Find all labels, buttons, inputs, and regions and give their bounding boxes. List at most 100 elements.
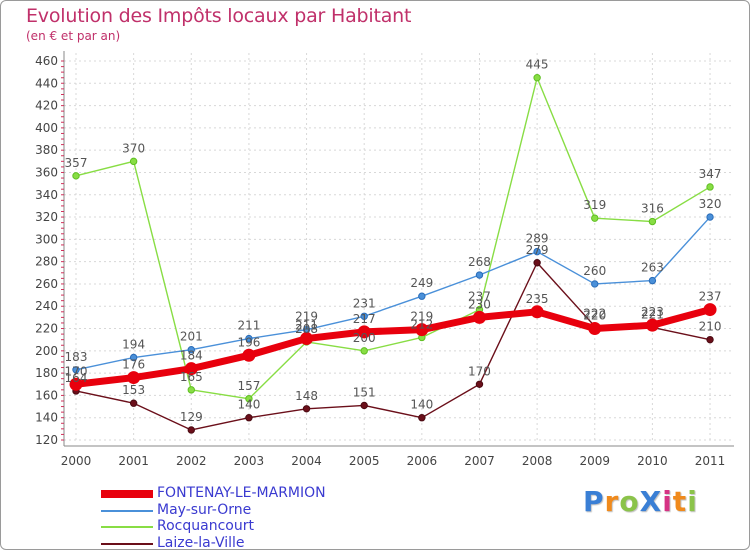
data-label: 194 xyxy=(122,338,145,352)
data-label: 212 xyxy=(410,317,433,331)
series-line-Laize-la-Ville xyxy=(75,262,711,431)
y-tick-label: 300 xyxy=(35,232,58,246)
x-tick-label: 2010 xyxy=(637,454,668,468)
data-label: 445 xyxy=(526,58,549,72)
y-tick-label: 440 xyxy=(35,76,58,90)
data-point xyxy=(475,380,484,388)
data-point xyxy=(472,310,486,324)
logo-letter: o xyxy=(619,485,640,518)
data-point xyxy=(648,217,657,226)
data-label: 230 xyxy=(468,297,491,311)
y-tick-label: 320 xyxy=(35,210,58,224)
data-label: 211 xyxy=(295,319,318,333)
data-point xyxy=(418,414,426,422)
data-label: 157 xyxy=(237,379,260,393)
data-point xyxy=(72,172,80,180)
data-point xyxy=(245,414,253,422)
data-label: 164 xyxy=(65,371,88,385)
data-label: 237 xyxy=(468,290,491,304)
data-point xyxy=(242,348,256,362)
legend-swatch xyxy=(101,509,153,512)
data-point xyxy=(415,323,429,337)
y-tick-label: 120 xyxy=(35,433,58,447)
data-label: 201 xyxy=(180,330,203,344)
data-point xyxy=(127,371,141,385)
series-line-May-sur-Orne xyxy=(75,216,711,371)
data-point xyxy=(187,386,195,394)
data-point xyxy=(418,292,426,300)
y-tick-label: 360 xyxy=(35,165,58,179)
data-label: 319 xyxy=(583,198,606,212)
y-tick-label: 280 xyxy=(35,255,58,269)
data-point xyxy=(591,214,599,222)
y-tick-label: 180 xyxy=(35,366,58,380)
data-label: 208 xyxy=(295,322,318,336)
data-label: 268 xyxy=(468,255,491,269)
x-tick-label: 2001 xyxy=(118,454,149,468)
legend-swatch xyxy=(101,542,153,545)
data-point xyxy=(703,303,717,317)
data-point xyxy=(645,318,659,332)
data-label: 222 xyxy=(583,306,606,320)
data-label: 289 xyxy=(526,232,549,246)
x-tick-label: 2007 xyxy=(464,454,495,468)
data-label: 223 xyxy=(641,305,664,319)
data-point xyxy=(245,334,253,343)
data-point xyxy=(530,305,544,319)
data-label: 220 xyxy=(583,309,606,323)
data-point xyxy=(475,271,484,279)
data-point xyxy=(533,259,541,267)
data-label: 263 xyxy=(641,261,664,275)
y-tick-label: 460 xyxy=(35,54,58,68)
data-label: 211 xyxy=(237,319,260,333)
data-label: 196 xyxy=(237,335,260,349)
y-tick-label: 420 xyxy=(35,99,58,113)
data-label: 347 xyxy=(699,167,722,181)
data-label: 260 xyxy=(583,264,606,278)
data-point xyxy=(302,405,311,413)
data-label: 153 xyxy=(122,383,145,397)
logo-letter: i xyxy=(662,485,673,518)
data-point xyxy=(357,325,371,339)
data-label: 170 xyxy=(468,364,491,378)
data-point xyxy=(360,347,368,355)
data-point xyxy=(533,247,541,256)
data-label: 183 xyxy=(65,350,88,364)
data-label: 249 xyxy=(410,276,433,290)
data-label: 320 xyxy=(699,197,722,211)
y-tick-label: 220 xyxy=(35,322,58,336)
legend-label: Laize-la-Ville xyxy=(157,534,245,550)
data-label: 237 xyxy=(699,290,722,304)
data-label: 217 xyxy=(353,312,376,326)
y-tick-label: 140 xyxy=(35,411,58,425)
data-point xyxy=(72,366,80,374)
x-tick-label: 2002 xyxy=(176,454,207,468)
data-point xyxy=(184,362,198,376)
data-label: 221 xyxy=(641,307,664,321)
data-point xyxy=(360,401,368,410)
data-label: 231 xyxy=(353,296,376,310)
data-label: 370 xyxy=(122,141,145,155)
data-label: 148 xyxy=(295,389,318,403)
data-label: 129 xyxy=(180,410,203,424)
data-point xyxy=(69,377,83,391)
data-point xyxy=(533,74,541,82)
x-tick-label: 2008 xyxy=(522,454,553,468)
data-label: 140 xyxy=(410,398,433,412)
y-tick-label: 380 xyxy=(35,143,58,157)
legend-label: May-sur-Orne xyxy=(157,501,252,518)
data-point xyxy=(591,280,599,288)
data-label: 235 xyxy=(526,292,549,306)
data-label: 219 xyxy=(410,310,433,324)
x-tick-label: 2003 xyxy=(234,454,265,468)
data-point xyxy=(129,157,138,166)
data-label: 170 xyxy=(65,364,88,378)
legend-label: FONTENAY-LE-MARMION xyxy=(157,485,326,501)
data-label: 219 xyxy=(295,310,318,324)
data-point xyxy=(300,332,314,346)
y-tick-label: 260 xyxy=(35,277,58,291)
data-label: 200 xyxy=(353,331,376,345)
x-tick-label: 2009 xyxy=(579,454,610,468)
data-label: 210 xyxy=(699,320,722,334)
